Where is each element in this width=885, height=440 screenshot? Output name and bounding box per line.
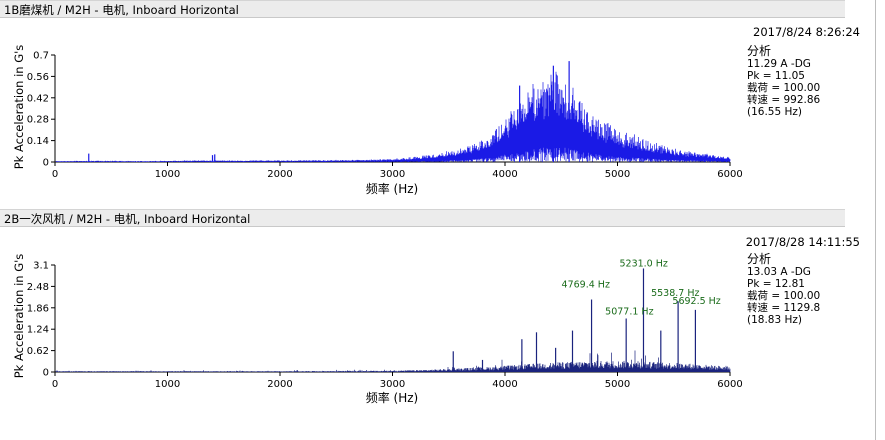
info-line: 载荷 = 100.00 <box>747 290 821 302</box>
y-tick-label: 0 <box>43 158 49 169</box>
info-line: (16.55 Hz) <box>747 106 802 118</box>
peak-label: 5077.1 Hz <box>605 307 653 318</box>
spectrum-trace <box>55 71 731 162</box>
panel-title-2: 2B一次风机 / M2H - 电机, Inboard Horizontal <box>0 209 845 227</box>
y-tick-label: 1.24 <box>27 325 49 336</box>
spectrum-panel-2: 2B一次风机 / M2H - 电机, Inboard Horizontal 20… <box>0 209 885 440</box>
timestamp-2: 2017/8/28 14:11:55 <box>745 235 860 249</box>
y-tick-label: 0.42 <box>27 93 49 104</box>
x-tick-label: 2000 <box>267 379 292 390</box>
info-heading: 分析 <box>747 44 772 58</box>
x-tick-label: 2000 <box>267 169 292 180</box>
x-tick-label: 0 <box>52 169 58 180</box>
x-axis-label-1: 频率 (Hz) <box>365 182 419 196</box>
x-tick-label: 0 <box>52 379 58 390</box>
y-tick-label: 0.7 <box>33 51 49 62</box>
x-tick-label: 5000 <box>605 169 630 180</box>
y-tick-label: 0.14 <box>27 136 49 147</box>
info-line: 11.29 A -DG <box>747 58 811 70</box>
x-tick-label: 5000 <box>605 379 630 390</box>
info-line: 转速 = 992.86 <box>747 94 821 106</box>
spectrum-trace <box>55 350 731 372</box>
info-line: Pk = 11.05 <box>747 70 805 82</box>
peak-label: 5538.7 Hz <box>651 288 699 299</box>
x-tick-label: 3000 <box>380 379 405 390</box>
y-tick-label: 2.48 <box>27 282 49 293</box>
x-tick-label: 1000 <box>155 379 180 390</box>
analysis-info-1: 分析 11.29 A -DG Pk = 11.05 载荷 = 100.00 转速… <box>747 44 867 118</box>
window-right-border <box>875 0 876 440</box>
x-tick-label: 4000 <box>492 379 517 390</box>
y-tick-label: 0.28 <box>27 115 49 126</box>
x-tick-label: 3000 <box>380 169 405 180</box>
y-tick-label: 0.56 <box>27 72 49 83</box>
peak-label: 5231.0 Hz <box>619 258 667 269</box>
info-line: 13.03 A -DG <box>747 266 811 278</box>
spectrum-chart-2: 0 0.62 1.24 1.86 2.48 3.1 0 1000 2000 3000 4000 500… <box>27 258 743 390</box>
y-tick-label: 0.62 <box>27 346 49 357</box>
x-tick-label: 6000 <box>717 379 742 390</box>
spectrum-panel-1: 1B磨煤机 / M2H - 电机, Inboard Horizontal 201… <box>0 0 885 208</box>
panel-title-1: 1B磨煤机 / M2H - 电机, Inboard Horizontal <box>0 0 845 18</box>
x-tick-label: 4000 <box>492 169 517 180</box>
analysis-info-2: 分析 13.03 A -DG Pk = 12.81 载荷 = 100.00 转速… <box>747 252 867 326</box>
x-tick-label: 6000 <box>717 169 742 180</box>
y-tick-label: 3.1 <box>33 261 49 272</box>
x-tick-label: 1000 <box>155 169 180 180</box>
info-line: (18.83 Hz) <box>747 314 802 326</box>
info-line: 载荷 = 100.00 <box>747 82 821 94</box>
peak-label: 4769.4 Hz <box>562 280 610 291</box>
info-line: Pk = 12.81 <box>747 278 805 290</box>
spectrum-chart-1: 0 0.14 0.28 0.42 0.56 0.7 0 1000 2000 3000 4000 500… <box>27 51 743 181</box>
peak-label: 5692.5 Hz <box>672 296 720 307</box>
y-tick-label: 1.86 <box>27 303 49 314</box>
info-line: 转速 = 1129.8 <box>747 302 821 314</box>
info-heading: 分析 <box>747 252 772 266</box>
timestamp-1: 2017/8/24 8:26:24 <box>753 25 860 39</box>
y-tick-label: 0 <box>43 368 49 379</box>
x-axis-label-2: 频率 (Hz) <box>365 391 419 405</box>
